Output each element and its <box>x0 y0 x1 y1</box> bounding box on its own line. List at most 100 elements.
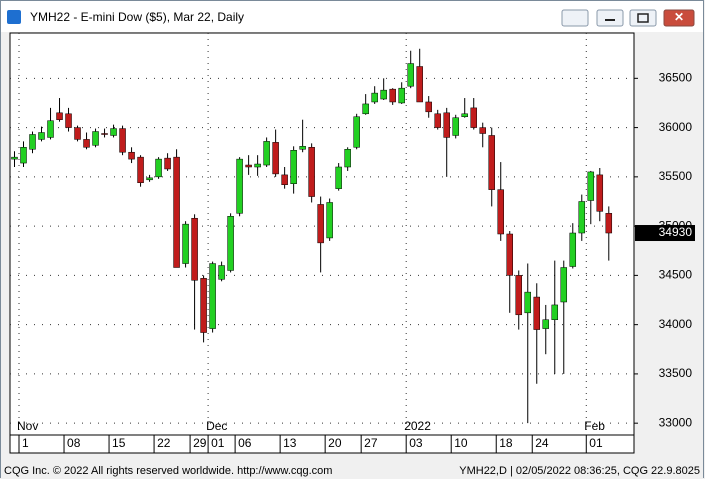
link-button[interactable] <box>561 9 589 27</box>
candle-body <box>335 166 342 189</box>
candle-body <box>236 158 243 214</box>
candle-body <box>596 174 604 212</box>
candle-body <box>47 120 54 138</box>
candle-body <box>209 263 216 329</box>
y-tick-label: 33000 <box>659 415 693 429</box>
candle-body <box>434 113 441 128</box>
icon <box>637 13 649 23</box>
minimize-button[interactable] <box>596 9 624 27</box>
candle-body <box>407 63 414 87</box>
candle-body <box>83 139 90 148</box>
candle-body <box>416 66 423 103</box>
candle-body <box>29 134 36 150</box>
candle-body <box>308 147 315 197</box>
footer-right: YMH22,D | 02/05/2022 08:36:25, CQG 22.9.… <box>459 465 700 477</box>
last-price-box <box>635 225 695 242</box>
candle-body <box>56 112 63 120</box>
y-tick-label: 35500 <box>659 169 693 183</box>
candle-body <box>533 296 541 330</box>
candle-body <box>155 158 162 178</box>
candle-body <box>173 156 180 268</box>
x-tick-label: 13 <box>283 436 297 450</box>
x-tick-label: 15 <box>112 436 126 450</box>
x-tick-label: 29 <box>193 436 207 450</box>
candle-body <box>92 131 99 146</box>
candle-body <box>371 92 378 103</box>
x-tick-label: 06 <box>238 436 252 450</box>
x-tick-label: 22 <box>157 436 171 450</box>
candle-body <box>506 233 513 276</box>
candle-body <box>182 223 189 264</box>
candle-body <box>38 132 45 140</box>
candle-body <box>362 103 369 115</box>
candle-body <box>461 113 468 118</box>
candle-body <box>110 128 117 136</box>
candle-body <box>344 149 351 168</box>
x-tick-label: 18 <box>499 436 513 450</box>
y-tick-label: 36000 <box>659 120 693 134</box>
candle-body <box>200 278 207 333</box>
x-tick-label: 24 <box>535 436 549 450</box>
candle-body <box>515 275 522 316</box>
candle-body <box>218 265 225 280</box>
candle-body <box>164 157 171 170</box>
x-axis-band <box>9 434 635 454</box>
window-title: YMH22 - E-mini Dow ($5), Mar 22, Daily <box>30 10 244 24</box>
last-price-label: 34930 <box>659 225 693 239</box>
candle-body <box>254 163 261 168</box>
candle-body <box>20 147 27 164</box>
candle-body <box>470 107 477 128</box>
candle-body <box>227 216 234 271</box>
candle-body <box>299 146 306 150</box>
candle-body <box>389 88 396 103</box>
y-tick-label: 34500 <box>659 268 693 282</box>
app-icon <box>7 10 21 24</box>
footer-left: CQG Inc. © 2022 All rights reserved worl… <box>4 465 332 477</box>
window-buttons: ✕ <box>561 9 695 27</box>
x-tick-label: 03 <box>409 436 423 450</box>
candle-body <box>569 232 577 267</box>
candle-body <box>263 141 270 166</box>
candle-body <box>146 177 153 181</box>
candle-body <box>11 156 18 160</box>
candle-body <box>272 142 279 175</box>
candle-body <box>524 291 531 314</box>
maximize-button[interactable] <box>629 9 657 27</box>
month-label: 2022 <box>404 419 431 433</box>
candle-body <box>578 201 586 234</box>
icon: ✕ <box>674 10 684 24</box>
x-tick-label: 10 <box>454 436 468 450</box>
candle-body <box>281 174 288 185</box>
x-tick-label: 1 <box>22 436 29 450</box>
candle-body <box>479 127 486 134</box>
candle-body <box>398 87 405 104</box>
month-label: Feb <box>584 419 605 433</box>
candle-body <box>101 133 108 135</box>
candle-body <box>542 319 550 329</box>
candle-body <box>128 151 135 160</box>
close-button[interactable] <box>663 9 695 27</box>
candle-body <box>605 213 613 234</box>
candle-body <box>245 164 252 168</box>
x-tick-label: 01 <box>589 436 603 450</box>
y-tick-label: 36500 <box>659 70 693 84</box>
candle-body <box>425 101 432 113</box>
candle-body <box>380 89 387 100</box>
x-tick-label: 08 <box>67 436 81 450</box>
chart: 3300033500340003450035000355003600036500… <box>10 33 695 453</box>
candle-body <box>497 189 504 235</box>
x-tick-label: 01 <box>211 436 225 450</box>
candle-body <box>119 128 126 153</box>
month-label: Nov <box>17 419 38 433</box>
candle-body <box>587 171 595 201</box>
candle-body <box>74 127 81 140</box>
candle-body <box>290 150 297 184</box>
candle-body <box>137 156 144 184</box>
candle-body <box>488 135 495 190</box>
y-tick-label: 33500 <box>659 366 693 380</box>
candle-body <box>191 217 198 281</box>
x-tick-label: 20 <box>328 436 342 450</box>
month-label: Dec <box>206 419 227 433</box>
candle-body <box>326 202 333 239</box>
